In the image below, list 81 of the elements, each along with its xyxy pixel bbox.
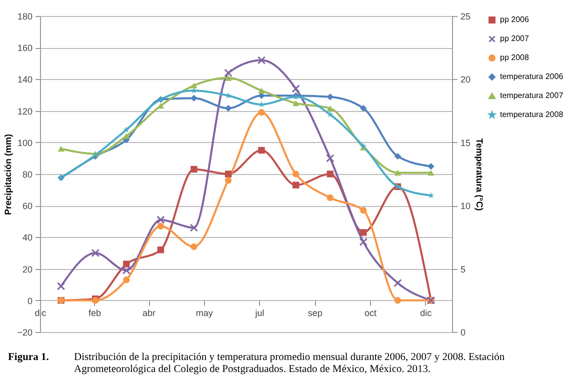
point <box>360 104 367 112</box>
y-axis-title: Precipitación (mm) <box>3 134 14 216</box>
x-tick-label: abr <box>142 308 156 318</box>
point <box>428 170 434 176</box>
point <box>257 56 266 64</box>
point <box>156 216 165 224</box>
legend-label: temperatura 2006 <box>500 72 564 81</box>
point <box>224 104 232 112</box>
point <box>190 82 198 88</box>
point <box>190 166 198 173</box>
point <box>157 246 164 254</box>
x-tick-label: jul <box>254 308 264 318</box>
point <box>360 229 367 236</box>
point <box>326 170 334 178</box>
y2-axis-title: Temperatura (°C) <box>474 138 485 211</box>
text: Distribución de la precipitación y temperatura promedio mensual durante 2006, 2007 y 2008. Estación Agrometeorológica del Colegio de Postgraduados. Estado de México, México. 2013. <box>74 352 506 376</box>
point <box>190 224 198 232</box>
point <box>56 282 66 290</box>
x-tick-label: sep <box>308 308 322 318</box>
y2-tick-label: 10 <box>460 201 471 212</box>
x-tick-label: may <box>196 308 214 318</box>
point <box>122 266 130 274</box>
point <box>292 182 300 188</box>
y-tick-label: 80 <box>22 170 32 180</box>
point <box>224 75 232 81</box>
point <box>394 152 402 160</box>
legend-label: temperatura 2008 <box>500 110 564 119</box>
y2-tick-label: 20 <box>460 74 471 85</box>
x-tick-label: dic <box>420 308 432 318</box>
y-tick-label: −20 <box>17 328 32 338</box>
legend-label: pp 2007 <box>500 34 530 43</box>
point <box>123 260 130 268</box>
point <box>292 84 300 93</box>
point <box>394 297 402 304</box>
y-tick-label: 120 <box>17 106 32 116</box>
point <box>326 194 334 202</box>
point <box>91 248 100 258</box>
point <box>258 109 265 116</box>
y-tick-label: 140 <box>17 74 32 85</box>
x-tick-label: feb <box>88 308 102 318</box>
y-tick-label: 100 <box>17 138 32 148</box>
point <box>224 68 232 77</box>
point <box>224 170 232 178</box>
point <box>360 206 367 214</box>
legend-label: temperatura 2007 <box>500 91 564 100</box>
point <box>190 94 198 102</box>
point <box>394 170 402 176</box>
point <box>326 94 334 100</box>
y-tick-label: 180 <box>17 12 32 22</box>
point <box>190 87 198 94</box>
point <box>123 133 130 139</box>
point <box>123 276 130 284</box>
x-tick-label: oct <box>364 308 378 318</box>
point <box>157 222 164 230</box>
point <box>394 278 402 288</box>
y-tick-label: 160 <box>17 43 32 54</box>
point <box>157 102 164 109</box>
legend-label: pp 2008 <box>500 53 530 62</box>
point <box>292 100 300 106</box>
point <box>224 176 232 184</box>
point <box>428 163 434 170</box>
y2-tick-label: 25 <box>460 12 471 22</box>
point <box>258 88 265 94</box>
y-tick-label: 60 <box>22 201 32 212</box>
point <box>123 126 130 132</box>
legend-label: pp 2006 <box>500 15 530 24</box>
point <box>326 105 334 112</box>
text: Figura 1. <box>8 352 50 365</box>
point <box>58 146 64 152</box>
y-tick-label: 40 <box>22 232 32 243</box>
point <box>292 170 300 178</box>
point <box>190 243 198 250</box>
y2-tick-label: 5 <box>460 264 466 274</box>
point <box>359 238 368 246</box>
y2-tick-label: 0 <box>460 328 466 338</box>
point <box>326 111 334 118</box>
point <box>258 146 265 154</box>
y-tick-label: 20 <box>22 264 32 274</box>
point <box>326 154 334 162</box>
y2-tick-label: 15 <box>460 138 471 148</box>
y-tick-label: 0 <box>27 296 32 306</box>
